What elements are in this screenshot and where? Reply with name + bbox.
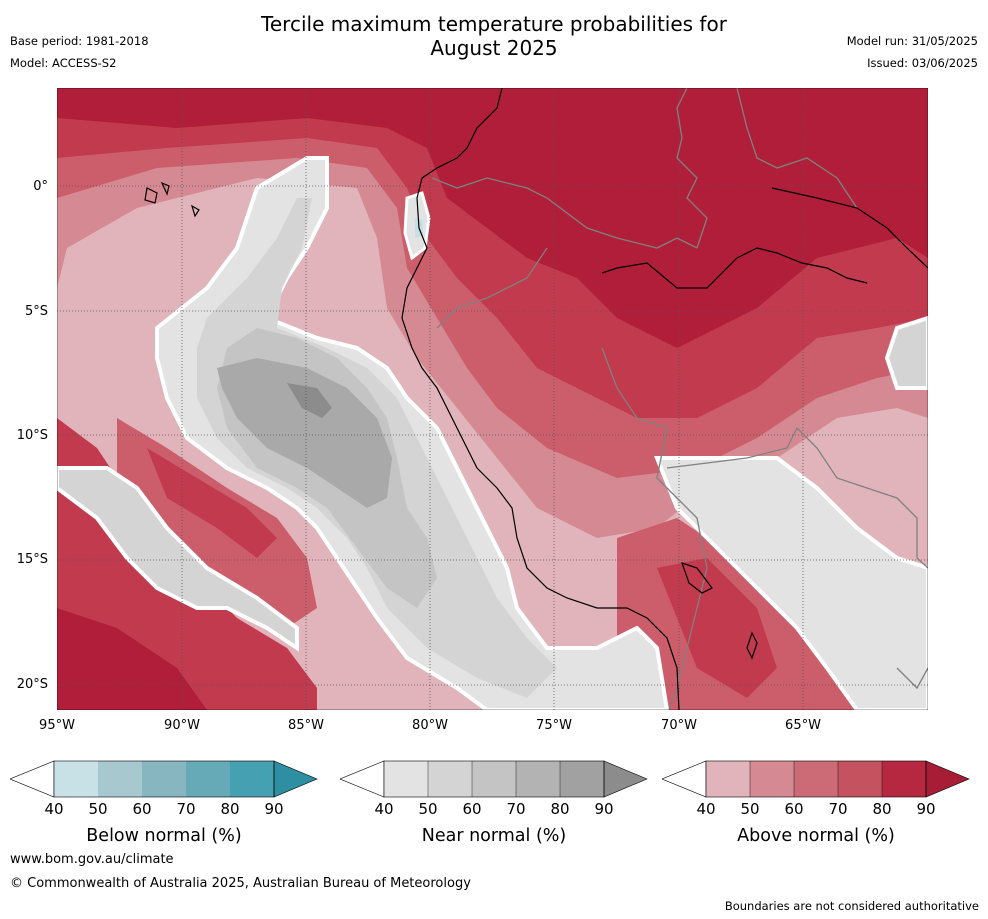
colorbar-above-normal bbox=[662, 760, 970, 798]
below-arrow-left bbox=[10, 760, 55, 798]
above-tick-50: 50 bbox=[740, 800, 760, 818]
above-swatch-90 bbox=[882, 761, 926, 797]
below-normal-title: Below normal (%) bbox=[86, 826, 242, 846]
lon-label-90w: 90°W bbox=[164, 718, 200, 733]
meta-right: Model run: 31/05/2025 Issued: 03/06/2025 bbox=[847, 30, 978, 74]
probability-map bbox=[57, 88, 928, 710]
website-link[interactable]: www.bom.gov.au/climate bbox=[10, 852, 174, 867]
above-tick-40: 40 bbox=[696, 800, 716, 818]
lat-label-0: 0° bbox=[33, 179, 48, 194]
above-swatch-50 bbox=[706, 761, 750, 797]
below-swatch-60 bbox=[98, 761, 142, 797]
near-swatch-50 bbox=[384, 761, 428, 797]
lon-label-85w: 85°W bbox=[288, 718, 324, 733]
above-east-south-core bbox=[657, 558, 777, 698]
below-tick-50: 50 bbox=[88, 800, 108, 818]
below-arrow-right bbox=[273, 760, 318, 798]
near-normal-southwest bbox=[57, 466, 299, 652]
colorbar-near-normal bbox=[340, 760, 648, 798]
below-swatch-90 bbox=[230, 761, 274, 797]
colorbar-below-normal bbox=[10, 760, 318, 798]
below-swatch-70 bbox=[142, 761, 186, 797]
near-swatch-60 bbox=[428, 761, 472, 797]
copyright-text: © Commonwealth of Australia 2025, Austra… bbox=[10, 876, 471, 891]
near-swatch-90 bbox=[560, 761, 604, 797]
issued-date: Issued: 03/06/2025 bbox=[867, 56, 978, 70]
model-name: Model: ACCESS-S2 bbox=[10, 56, 117, 70]
lon-label-75w: 75°W bbox=[536, 718, 572, 733]
near-swatch-70 bbox=[472, 761, 516, 797]
above-swatch-80 bbox=[838, 761, 882, 797]
below-tick-90: 90 bbox=[264, 800, 284, 818]
below-tick-40: 40 bbox=[44, 800, 64, 818]
above-swatch-60 bbox=[750, 761, 794, 797]
near-tick-50: 50 bbox=[418, 800, 438, 818]
lat-label-15s: 15°S bbox=[16, 552, 48, 567]
above-arrow-right bbox=[925, 760, 970, 798]
above-sw-inner bbox=[57, 608, 207, 710]
above-swatch-70 bbox=[794, 761, 838, 797]
near-normal-west-90 bbox=[287, 383, 332, 418]
map-title: Tercile maximum temperature probabilitie… bbox=[0, 12, 988, 60]
above-tick-70: 70 bbox=[828, 800, 848, 818]
near-normal-title: Near normal (%) bbox=[421, 826, 567, 846]
lon-label-80w: 80°W bbox=[412, 718, 448, 733]
near-normal-east bbox=[654, 456, 928, 710]
lon-label-95w: 95°W bbox=[39, 718, 75, 733]
lon-label-70w: 70°W bbox=[661, 718, 697, 733]
near-normal-east-right bbox=[884, 315, 928, 390]
country-borders bbox=[431, 88, 928, 710]
lat-label-20s: 20°S bbox=[16, 677, 48, 692]
above-mid-core bbox=[147, 448, 277, 558]
coastlines bbox=[144, 88, 928, 710]
near-tick-60: 60 bbox=[462, 800, 482, 818]
title-line-2: August 2025 bbox=[430, 36, 558, 60]
above-tick-80: 80 bbox=[872, 800, 892, 818]
title-line-1: Tercile maximum temperature probabilitie… bbox=[261, 12, 727, 36]
near-swatch-80 bbox=[516, 761, 560, 797]
below-swatch-80 bbox=[186, 761, 230, 797]
above-tick-90: 90 bbox=[916, 800, 936, 818]
meta-left: Base period: 1981-2018 Model: ACCESS-S2 bbox=[10, 30, 149, 74]
near-tick-90: 90 bbox=[594, 800, 614, 818]
base-period: Base period: 1981-2018 bbox=[10, 34, 149, 48]
boundaries-note: Boundaries are not considered authoritat… bbox=[724, 899, 979, 913]
near-normal-west-80 bbox=[217, 358, 392, 508]
below-tick-60: 60 bbox=[132, 800, 152, 818]
lat-label-5s: 5°S bbox=[24, 304, 48, 319]
near-tick-80: 80 bbox=[550, 800, 570, 818]
model-run: Model run: 31/05/2025 bbox=[846, 34, 978, 48]
above-normal-title: Above normal (%) bbox=[737, 826, 895, 846]
near-tick-40: 40 bbox=[374, 800, 394, 818]
below-tick-70: 70 bbox=[176, 800, 196, 818]
below-tick-80: 80 bbox=[220, 800, 240, 818]
near-tick-70: 70 bbox=[506, 800, 526, 818]
near-arrow-left bbox=[340, 760, 385, 798]
grid-lines bbox=[57, 88, 928, 710]
near-arrow-right bbox=[603, 760, 648, 798]
below-swatch-50 bbox=[54, 761, 98, 797]
above-tick-60: 60 bbox=[784, 800, 804, 818]
lon-label-65w: 65°W bbox=[785, 718, 821, 733]
above-arrow-left bbox=[662, 760, 707, 798]
lat-label-10s: 10°S bbox=[16, 428, 48, 443]
